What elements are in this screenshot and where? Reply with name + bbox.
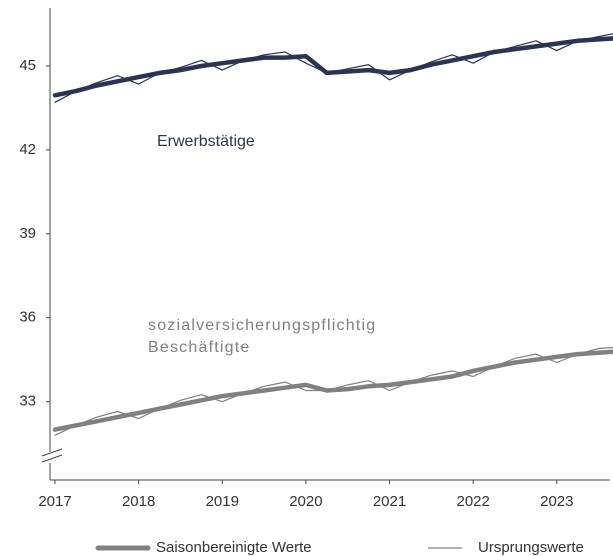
- axis-break: [41, 454, 63, 463]
- axis-break: [41, 448, 63, 457]
- y-tick-label: 42: [19, 141, 36, 158]
- x-tick-label: 2020: [289, 493, 322, 510]
- y-tick-label: 45: [19, 57, 36, 74]
- y-tick-label: 36: [19, 309, 36, 326]
- x-tick-label: 2021: [373, 493, 406, 510]
- x-tick-label: 2018: [122, 493, 155, 510]
- legend-label: Ursprungswerte: [478, 539, 584, 556]
- x-tick-label: 2017: [38, 493, 71, 510]
- y-tick-label: 33: [19, 393, 36, 410]
- x-tick-label: 2023: [540, 493, 573, 510]
- x-tick-label: 2022: [456, 493, 489, 510]
- series-label: sozialversicherungspflichtig: [148, 317, 376, 334]
- series-label: Erwerbstätige: [157, 133, 255, 150]
- legend-label: Saisonbereinigte Werte: [156, 539, 312, 556]
- original-line: [54, 33, 613, 103]
- adjusted-line: [52, 36, 613, 98]
- x-tick-label: 2019: [206, 493, 239, 510]
- adjusted-line: [52, 349, 613, 432]
- series-label: Beschäftigte: [148, 339, 250, 356]
- y-tick-label: 39: [19, 225, 36, 242]
